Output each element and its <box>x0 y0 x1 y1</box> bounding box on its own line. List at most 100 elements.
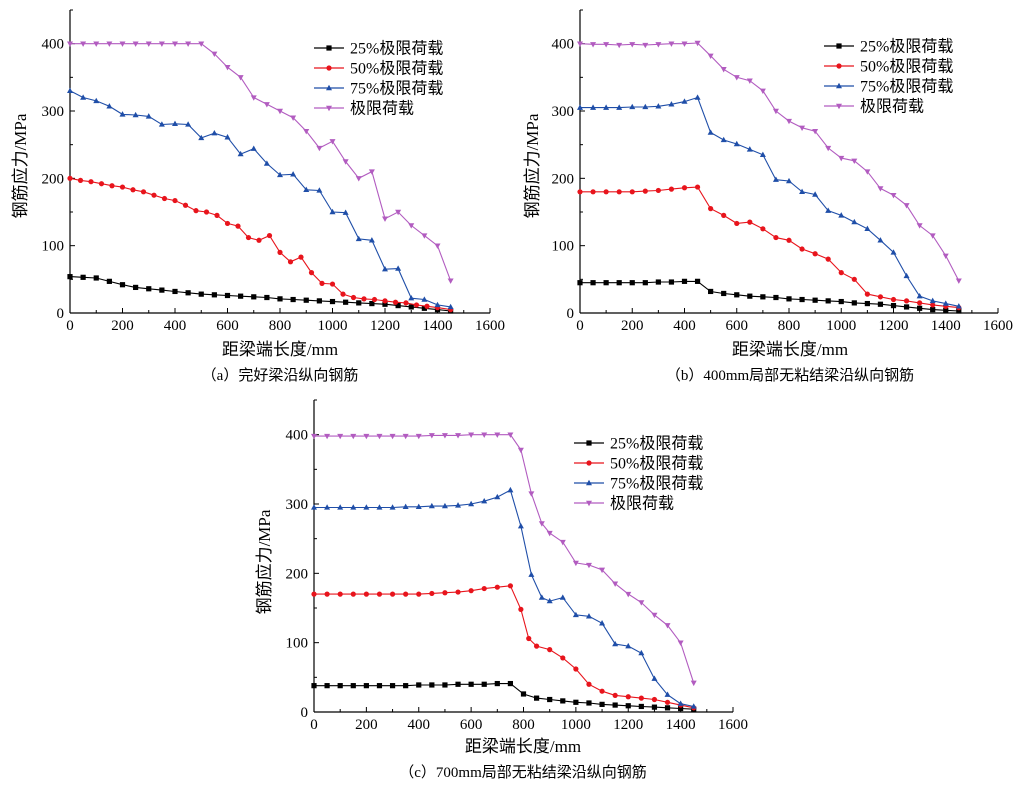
chart-a-data-point <box>329 281 336 287</box>
chart-a-data-point <box>264 294 270 301</box>
chart-b-data-point <box>721 212 727 218</box>
chart-b-data-point <box>955 278 962 284</box>
chart-a-data-point <box>132 41 139 47</box>
chart-c-data-point <box>324 504 331 510</box>
chart-b-data-point <box>760 226 766 232</box>
chart-a-data-point <box>211 51 218 57</box>
chart-c-data-point <box>350 591 356 597</box>
chart-b-legend-label: 25%极限荷载 <box>860 38 953 56</box>
chart-c-data-point <box>678 705 684 712</box>
chart-b-data-point <box>642 188 648 194</box>
chart-c-data-point <box>441 502 448 509</box>
chart-c-data-point <box>559 539 566 546</box>
chart-a-legend-marker <box>326 105 332 112</box>
chart-a-x-tick-label: 1600 <box>475 318 505 334</box>
chart-a-data-point <box>356 300 362 306</box>
chart-c-data-point <box>651 612 658 619</box>
chart-b-x-tick-label: 800 <box>778 318 801 334</box>
chart-c-data-point <box>664 623 671 629</box>
chart-a-ylabel: 钢筋应力/MPa <box>11 113 30 218</box>
chart-b-data-point <box>786 296 792 302</box>
chart-b-data-point <box>955 303 962 309</box>
chart-b-data-point <box>746 78 753 84</box>
chart-c-data-point <box>520 691 527 697</box>
chart-c-data-point <box>664 699 671 705</box>
chart-a-data-point <box>151 192 157 198</box>
chart-c-x-tick-label: 0 <box>310 717 318 733</box>
chart-c-y-tick-label: 400 <box>286 428 309 444</box>
chart-b-data-point <box>786 118 792 125</box>
chart-a-data-point <box>119 282 126 288</box>
chart-c-data-point <box>677 700 684 706</box>
chart-a-data-point <box>382 216 388 222</box>
chart-a-data-point <box>109 183 115 189</box>
chart-b-data-point <box>708 206 714 212</box>
chart-b-data-point <box>942 300 949 306</box>
chart-b-data-point <box>916 223 923 229</box>
chart-a-data-point <box>369 300 375 307</box>
chart-a-data-point <box>172 288 178 295</box>
chart-a-data-point <box>119 111 126 117</box>
chart-c-data-point <box>311 591 317 597</box>
chart-b-data-point <box>629 189 635 195</box>
chart-b-data-point <box>942 253 949 259</box>
chart-a-y-tick-label: 200 <box>42 171 65 187</box>
chart-b-data-point <box>603 189 609 195</box>
chart-a-data-point <box>235 223 241 229</box>
chart-b-x-tick-label: 200 <box>621 318 644 334</box>
chart-a-data-point <box>67 87 73 93</box>
chart-c-data-point <box>612 692 618 698</box>
chart-a-data-point <box>88 179 94 185</box>
chart-c-x-tick-label: 1600 <box>718 717 748 733</box>
chart-b-data-point <box>929 233 936 239</box>
chart-a-y-tick-label: 0 <box>57 306 65 322</box>
chart-a-y-tick-label: 100 <box>42 239 65 255</box>
chart-a-data-point <box>80 94 87 100</box>
chart-a-data-point <box>447 303 454 310</box>
chart-a-xlabel: 距梁端长度/mm <box>222 340 338 359</box>
chart-a-data-point <box>329 208 336 215</box>
chart-a-data-point <box>371 296 378 303</box>
chart-c-x-tick-label: 1200 <box>613 717 643 733</box>
chart-a-data-point <box>172 197 178 204</box>
chart-a-data-point <box>342 209 349 215</box>
chart-b-x-tick-label: 1400 <box>931 318 961 334</box>
chart-c-data-point <box>389 683 396 689</box>
chart-c-data-point <box>528 491 535 497</box>
chart-b-data-point <box>943 307 949 313</box>
chart-b-legend-marker <box>836 82 842 89</box>
chart-c-data-point <box>389 591 396 597</box>
chart-c-data-point <box>428 433 435 439</box>
chart-b-y-tick-label: 0 <box>567 306 575 322</box>
chart-a-data-point <box>408 294 415 301</box>
chart-b-data-point <box>603 280 609 286</box>
chart-b-data-point <box>642 280 648 286</box>
chart-b-data-point <box>903 203 910 209</box>
chart-b-data-point <box>929 297 936 304</box>
chart-b-data-point <box>773 234 779 241</box>
chart-c-data-point <box>518 606 524 612</box>
chart-c-data-point <box>428 502 435 509</box>
chart-a-data-point <box>329 139 336 145</box>
chart-a-data-point <box>245 234 252 241</box>
chart-a-data-point <box>263 102 270 108</box>
chart-a-data-point <box>80 41 87 47</box>
chart-a-data-point <box>256 237 262 243</box>
chart-a-legend-marker <box>326 84 332 91</box>
chart-c-data-point <box>559 594 566 600</box>
chart-b-y-tick-label: 200 <box>552 171 575 187</box>
chart-b-data-point <box>759 151 766 157</box>
chart-a-data-point <box>382 298 388 304</box>
chart-c-data-point <box>494 680 500 687</box>
chart-a-data-point <box>250 95 257 101</box>
chart-a-data-point <box>424 303 430 309</box>
chart-c-x-tick-label: 800 <box>512 717 535 733</box>
chart-a-data-point <box>67 274 73 280</box>
chart-b-data-point <box>930 302 936 308</box>
chart-c-data-point <box>547 696 553 703</box>
chart-c-data-point <box>376 591 383 597</box>
chart-a-data-point <box>198 41 205 47</box>
chart-a-series-line-1 <box>69 276 451 312</box>
chart-a-data-point <box>237 75 244 81</box>
chart-b-data-point <box>694 94 701 100</box>
